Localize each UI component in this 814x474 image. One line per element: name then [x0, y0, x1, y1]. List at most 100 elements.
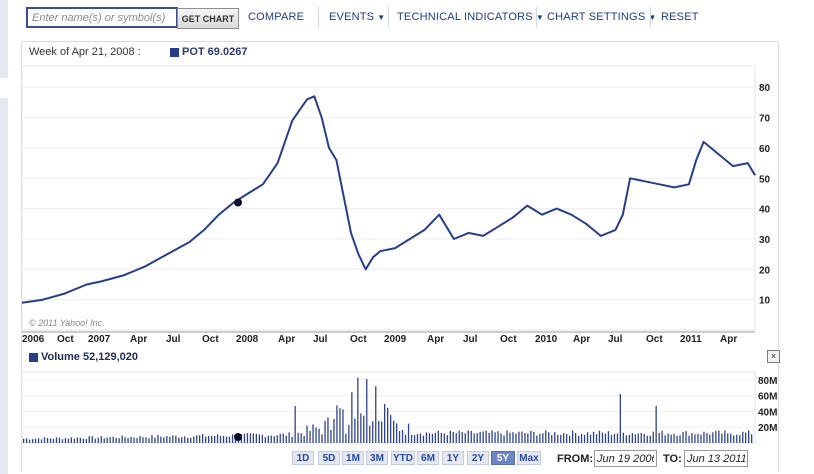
close-volume-icon[interactable]: ×: [767, 350, 780, 363]
volume-bar: [154, 437, 156, 443]
volume-bar: [46, 438, 49, 443]
volume-bar: [246, 433, 249, 443]
volume-bar: [300, 433, 302, 443]
volume-bar: [733, 435, 735, 443]
volume-bar: [261, 434, 263, 443]
volume-bar: [449, 430, 451, 443]
range-button-1d[interactable]: 1D: [292, 451, 314, 465]
x-tick-label: Oct: [202, 334, 219, 345]
volume-bar: [222, 435, 225, 443]
x-tick-label: 2009: [384, 334, 407, 345]
volume-bar: [479, 431, 481, 443]
volume-bar: [32, 439, 34, 443]
volume-bar: [100, 436, 102, 443]
volume-bar: [249, 433, 252, 443]
volume-bar: [273, 436, 275, 443]
events-menu[interactable]: EVENTS ▼: [329, 11, 385, 23]
chevron-down-icon: ▼: [535, 13, 544, 22]
volume-bar: [369, 425, 371, 443]
left-edge-panel: [0, 98, 8, 474]
volume-bar: [163, 437, 165, 443]
volume-bar: [297, 432, 299, 443]
volume-bars: [23, 377, 753, 443]
get-chart-button[interactable]: GET CHART: [177, 8, 239, 29]
volume-bar: [586, 432, 589, 443]
volume-bar: [700, 434, 702, 443]
volume-bar: [506, 430, 508, 443]
x-tick-label: Jul: [608, 334, 623, 345]
volume-bar: [70, 437, 72, 443]
volume-bar: [661, 430, 663, 443]
volume-bar: [640, 433, 642, 443]
range-button-5d[interactable]: 5D: [318, 451, 340, 465]
y-tick-label: 70: [759, 114, 771, 125]
volume-bar: [727, 433, 729, 443]
volume-bar: [739, 435, 741, 443]
volume-plot-area: [21, 371, 756, 444]
volume-bar: [425, 432, 428, 443]
volume-bar: [354, 418, 356, 443]
volume-bar: [309, 431, 311, 443]
x-axis-ticks: 2006 Oct 2007 Apr Jul Oct 2008 Apr Jul Oct 2009 Apr…: [22, 331, 755, 345]
range-button-3m[interactable]: 3M: [366, 451, 388, 465]
symbol-search-input[interactable]: [26, 7, 178, 28]
volume-bar: [351, 392, 353, 443]
range-button-1m[interactable]: 1M: [342, 451, 364, 465]
volume-bar: [288, 432, 290, 443]
y-tick-label: 10: [759, 296, 771, 307]
volume-bar: [652, 431, 654, 443]
y-tick-label: 80: [759, 83, 771, 94]
volume-bar: [23, 438, 25, 443]
x-tick-label: Oct: [500, 334, 517, 345]
range-button-2y[interactable]: 2Y: [467, 451, 489, 465]
volume-bar: [646, 435, 648, 443]
from-date-input[interactable]: [594, 450, 657, 467]
chart-settings-menu[interactable]: CHART SETTINGS ▼: [547, 11, 656, 23]
volume-bar: [673, 433, 675, 443]
y-tick-label: 60: [759, 144, 771, 155]
range-button-5y[interactable]: 5Y: [491, 451, 515, 465]
technical-indicators-menu[interactable]: TECHNICAL INDICATORS ▼: [397, 11, 544, 23]
volume-bar: [118, 438, 120, 443]
legend-swatch: [29, 352, 38, 362]
volume-bar: [115, 437, 117, 443]
volume-bar: [542, 433, 544, 443]
volume-bar: [413, 435, 416, 443]
volume-bar: [264, 437, 266, 443]
volume-bar: [196, 435, 198, 443]
volume-bar: [580, 433, 583, 443]
volume-bar: [694, 434, 696, 443]
volume-bar: [631, 433, 633, 443]
volume-bar: [416, 434, 419, 443]
volume-bar: [688, 435, 690, 443]
volume-bar: [589, 434, 592, 443]
reset-button[interactable]: RESET: [661, 11, 699, 23]
volume-bar: [151, 435, 153, 443]
volume-bar: [458, 430, 460, 443]
chart-toolbar: GET CHART COMPARE EVENTS▼ TECHNICAL INDI…: [0, 0, 814, 36]
volume-bar: [202, 434, 204, 443]
compare-button[interactable]: COMPARE: [248, 11, 305, 23]
volume-bar: [64, 438, 67, 443]
volume-bar: [315, 427, 317, 443]
volume-bar: [634, 434, 636, 443]
to-date-input[interactable]: [684, 450, 748, 467]
volume-bar: [136, 438, 138, 443]
range-button-ytd[interactable]: YTD: [391, 451, 415, 465]
volume-legend: Volume 52,129,020: [29, 351, 138, 363]
volume-bar: [512, 432, 514, 443]
volume-bar: [133, 437, 135, 443]
volume-bar: [396, 423, 398, 443]
x-tick-label: Apr: [720, 334, 737, 345]
range-button-1y[interactable]: 1Y: [442, 451, 464, 465]
volume-bar: [279, 433, 281, 443]
volume-bar: [282, 433, 284, 443]
x-tick-label: Jul: [313, 334, 328, 345]
range-button-6m[interactable]: 6M: [417, 451, 439, 465]
volume-bar: [231, 434, 234, 443]
range-button-max[interactable]: Max: [517, 451, 541, 465]
volume-bar: [649, 435, 651, 443]
volume-bar: [670, 434, 672, 443]
volume-bar: [160, 436, 162, 443]
